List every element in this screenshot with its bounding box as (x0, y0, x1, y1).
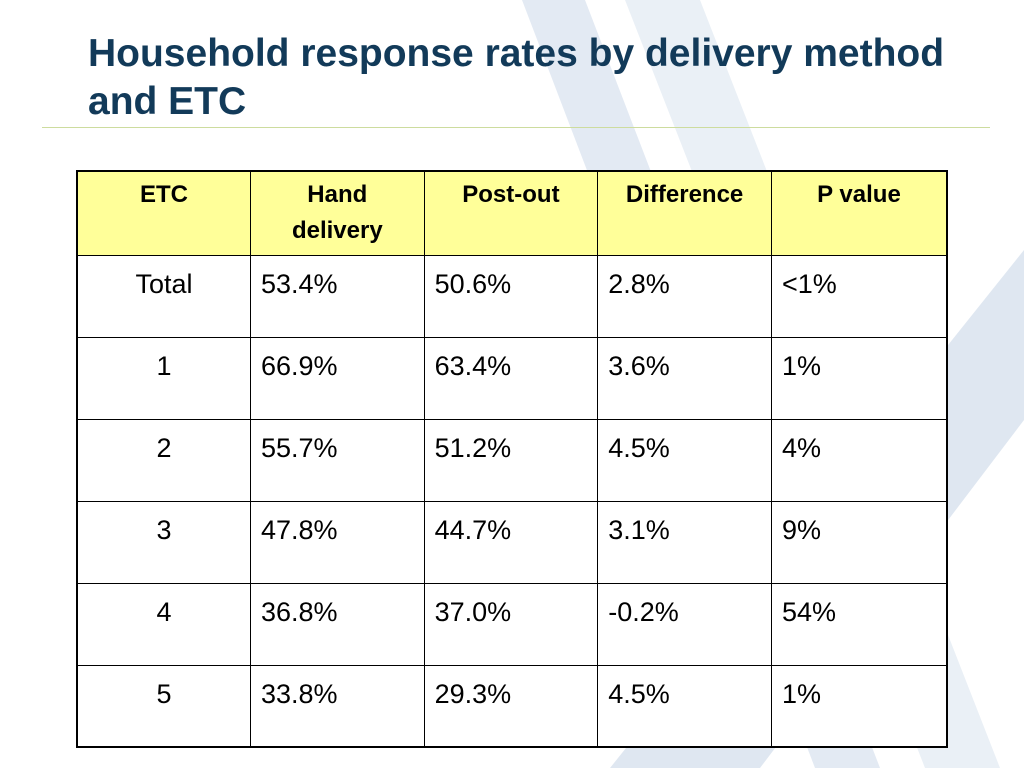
header-post-out: Post-out (423, 170, 599, 256)
cell-p-value: <1% (770, 254, 948, 338)
cell-etc: 5 (76, 664, 251, 748)
table-row: 2 55.7% 51.2% 4.5% 4% (76, 418, 948, 502)
cell-post-out: 50.6% (423, 254, 599, 338)
cell-p-value: 54% (770, 582, 948, 666)
title-divider (42, 127, 990, 128)
table-row: 1 66.9% 63.4% 3.6% 1% (76, 336, 948, 420)
cell-hand-delivery: 66.9% (249, 336, 425, 420)
header-hand-delivery: Hand delivery (249, 170, 425, 256)
cell-etc: 2 (76, 418, 251, 502)
cell-etc: 1 (76, 336, 251, 420)
cell-post-out: 37.0% (423, 582, 599, 666)
cell-etc: 4 (76, 582, 251, 666)
table-row: 3 47.8% 44.7% 3.1% 9% (76, 500, 948, 584)
cell-p-value: 1% (770, 336, 948, 420)
cell-p-value: 9% (770, 500, 948, 584)
cell-etc: 3 (76, 500, 251, 584)
cell-difference: 3.6% (597, 336, 772, 420)
slide-title: Household response rates by delivery met… (88, 32, 945, 123)
cell-difference: -0.2% (597, 582, 772, 666)
cell-difference: 4.5% (597, 418, 772, 502)
cell-post-out: 51.2% (423, 418, 599, 502)
table-header-row: ETC Hand delivery Post-out Difference P … (76, 170, 948, 256)
cell-post-out: 44.7% (423, 500, 599, 584)
header-difference: Difference (597, 170, 772, 256)
cell-post-out: 63.4% (423, 336, 599, 420)
cell-difference: 2.8% (597, 254, 772, 338)
header-p-value: P value (770, 170, 948, 256)
cell-hand-delivery: 33.8% (249, 664, 425, 748)
cell-etc: Total (76, 254, 251, 338)
cell-hand-delivery: 36.8% (249, 582, 425, 666)
table-row: 4 36.8% 37.0% -0.2% 54% (76, 582, 948, 666)
table-row: 5 33.8% 29.3% 4.5% 1% (76, 664, 948, 748)
cell-difference: 3.1% (597, 500, 772, 584)
cell-p-value: 4% (770, 418, 948, 502)
cell-hand-delivery: 55.7% (249, 418, 425, 502)
cell-p-value: 1% (770, 664, 948, 748)
cell-post-out: 29.3% (423, 664, 599, 748)
response-rates-table: ETC Hand delivery Post-out Difference P … (76, 170, 948, 748)
cell-difference: 4.5% (597, 664, 772, 748)
table-row: Total 53.4% 50.6% 2.8% <1% (76, 254, 948, 338)
cell-hand-delivery: 47.8% (249, 500, 425, 584)
header-etc: ETC (76, 170, 251, 256)
cell-hand-delivery: 53.4% (249, 254, 425, 338)
